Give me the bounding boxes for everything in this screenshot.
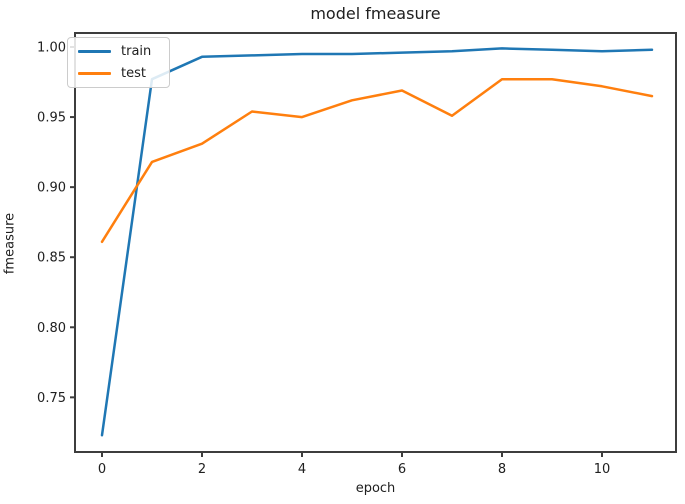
test-line-swatch-icon <box>78 71 111 75</box>
x-tick-label: 4 <box>298 462 306 477</box>
legend-item-test: test <box>78 67 169 80</box>
y-tick-label: 0.95 <box>37 111 66 126</box>
x-tick-label: 10 <box>594 462 611 477</box>
train-line-swatch-icon <box>78 50 111 54</box>
y-tick-label: 0.75 <box>37 391 66 406</box>
x-tick-label: 6 <box>398 462 406 477</box>
chart-title: model fmeasure <box>310 4 441 23</box>
legend-item-train: train <box>78 45 169 58</box>
plot-spines <box>74 32 677 453</box>
y-axis-label: fmeasure <box>2 212 18 275</box>
y-tick-label: 0.90 <box>37 181 66 196</box>
x-tick-label: 8 <box>498 462 506 477</box>
legend-label-test: test <box>121 65 146 81</box>
y-tick-label: 1.00 <box>37 41 66 56</box>
train-line <box>100 47 654 437</box>
y-tick-label: 0.85 <box>37 251 66 266</box>
x-axis-label: epoch <box>355 481 396 496</box>
legend-label-train: train <box>121 44 152 60</box>
y-tick-label: 0.80 <box>37 321 66 336</box>
x-tick-label: 2 <box>198 462 206 477</box>
x-tick-label: 0 <box>98 462 106 477</box>
legend: train test <box>67 37 170 88</box>
test-line <box>100 77 654 244</box>
